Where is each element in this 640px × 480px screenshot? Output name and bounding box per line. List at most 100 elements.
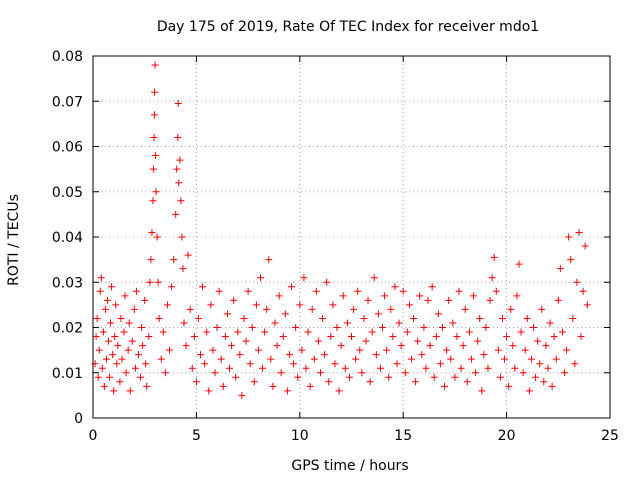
data-point — [350, 305, 358, 313]
data-point — [292, 324, 300, 331]
y-tick-label: 0.04 — [52, 230, 83, 246]
data-point — [130, 305, 138, 313]
data-point — [126, 387, 134, 395]
data-point — [157, 355, 165, 363]
data-point — [323, 278, 331, 286]
data-point — [579, 287, 587, 295]
data-point — [583, 301, 591, 309]
data-point — [176, 156, 184, 164]
data-point — [139, 342, 147, 350]
data-point — [302, 364, 310, 372]
data-point — [449, 319, 457, 327]
plot-frame — [92, 55, 611, 419]
data-point — [146, 278, 154, 286]
data-point — [410, 314, 418, 322]
data-point — [424, 296, 432, 304]
data-point — [207, 301, 215, 309]
data-point — [248, 324, 256, 331]
data-point — [565, 233, 573, 241]
data-point — [180, 319, 188, 327]
data-point — [250, 378, 258, 386]
data-point — [172, 210, 180, 218]
data-point — [552, 355, 560, 363]
data-point — [348, 333, 355, 341]
data-point — [420, 324, 428, 331]
data-point — [536, 360, 544, 368]
data-point — [269, 382, 277, 390]
y-tick-label: 0.08 — [52, 49, 83, 65]
data-point — [478, 387, 486, 395]
data-point — [149, 165, 157, 173]
data-point — [201, 360, 209, 368]
data-point — [337, 342, 345, 350]
data-point — [161, 369, 169, 377]
data-point — [430, 373, 438, 381]
data-point — [111, 333, 119, 341]
data-point — [150, 111, 158, 119]
data-point — [279, 333, 287, 341]
data-point — [217, 355, 225, 363]
data-point — [308, 305, 316, 313]
data-point — [476, 314, 484, 322]
data-point — [154, 278, 162, 286]
data-point — [571, 360, 579, 368]
data-point — [174, 100, 182, 108]
data-point — [507, 305, 515, 313]
data-point — [98, 364, 106, 372]
data-point — [428, 283, 436, 291]
data-point — [341, 364, 349, 372]
data-point — [117, 314, 125, 322]
data-point — [538, 305, 546, 313]
data-point — [335, 387, 343, 395]
data-point — [521, 346, 529, 354]
data-point — [426, 342, 434, 350]
data-point — [298, 346, 306, 354]
data-point — [197, 351, 205, 359]
data-point — [376, 364, 384, 372]
data-point — [356, 346, 364, 354]
data-point — [163, 301, 171, 309]
data-point — [159, 328, 167, 336]
data-point — [486, 296, 494, 304]
data-point — [145, 333, 153, 341]
data-point — [438, 324, 446, 331]
data-point — [482, 324, 490, 331]
data-point — [354, 287, 362, 295]
data-point — [113, 360, 121, 368]
data-point — [132, 287, 140, 295]
data-point — [283, 387, 291, 395]
data-point — [182, 342, 190, 350]
data-point — [190, 333, 198, 341]
data-point — [339, 292, 347, 300]
x-tick-label: 25 — [601, 428, 619, 444]
data-point — [296, 301, 304, 309]
data-point — [345, 373, 353, 381]
data-point — [381, 292, 389, 300]
data-point — [368, 328, 376, 336]
data-point — [517, 328, 525, 336]
data-point — [155, 314, 163, 322]
data-point — [124, 346, 132, 354]
data-point — [532, 373, 540, 381]
data-point — [265, 256, 273, 264]
data-point — [327, 333, 335, 341]
data-point — [151, 152, 159, 160]
data-point — [100, 382, 108, 390]
data-point — [151, 61, 159, 69]
data-point — [505, 382, 513, 390]
data-point — [230, 296, 238, 304]
data-point — [99, 328, 107, 336]
data-point — [125, 319, 133, 327]
data-point — [92, 333, 100, 341]
data-point — [542, 342, 550, 350]
data-point — [143, 382, 151, 390]
data-point — [271, 319, 279, 327]
data-point — [240, 314, 248, 322]
data-point — [194, 314, 202, 322]
data-point — [472, 369, 480, 377]
data-point — [277, 369, 285, 377]
data-point — [225, 364, 233, 372]
data-point — [116, 378, 124, 386]
data-point — [407, 355, 415, 363]
